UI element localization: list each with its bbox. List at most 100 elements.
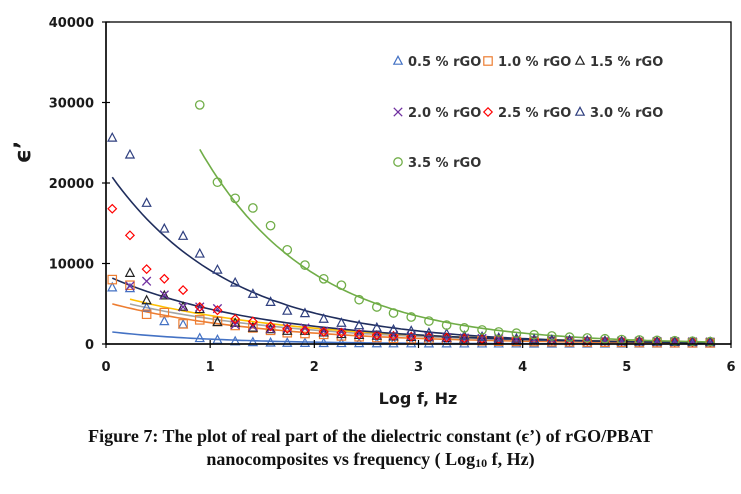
data-point — [564, 335, 575, 346]
data-point — [194, 332, 205, 343]
caption-line-2-end: f, Hz) — [487, 449, 535, 469]
x-tick-label: 3 — [414, 360, 423, 375]
data-point — [230, 313, 241, 325]
y-tick-label: 10000 — [49, 258, 94, 273]
data-point — [529, 329, 539, 340]
trendline-3-5-rgo — [199, 149, 711, 343]
legend-item: 2.0 % rGO — [393, 106, 481, 121]
data-point — [212, 177, 223, 188]
data-point — [582, 333, 593, 343]
data-point — [178, 302, 188, 312]
series-3-5-rgo — [194, 100, 716, 347]
legend-marker-icon — [574, 106, 586, 116]
data-point — [159, 315, 170, 326]
legend-label: 3.0 % rGO — [590, 106, 663, 121]
data-point — [141, 301, 152, 312]
data-point — [599, 335, 611, 346]
data-point — [459, 329, 470, 340]
data-point — [299, 337, 311, 347]
data-point — [371, 330, 382, 341]
data-point — [371, 302, 382, 312]
data-point — [406, 331, 417, 342]
data-point — [159, 307, 170, 318]
data-point — [159, 289, 170, 300]
data-point — [388, 330, 399, 341]
x-tick-label: 1 — [206, 360, 215, 375]
data-point — [564, 332, 575, 343]
data-point — [195, 302, 205, 312]
data-point — [141, 276, 152, 286]
data-point — [265, 324, 276, 334]
data-point — [388, 323, 399, 334]
legend-marker-icon — [482, 106, 494, 118]
legend-label: 0.5 % rGO — [408, 55, 481, 70]
legend-marker-icon — [393, 157, 403, 167]
data-point — [705, 336, 716, 347]
data-point — [616, 335, 627, 346]
data-point — [423, 327, 435, 337]
data-point — [459, 337, 470, 348]
data-point — [318, 273, 329, 284]
data-point — [159, 273, 170, 284]
data-point — [299, 325, 311, 336]
x-tick-label: 5 — [622, 360, 631, 375]
data-point — [212, 316, 223, 327]
plot-frame — [105, 21, 732, 345]
data-point — [124, 230, 136, 241]
x-tick-label: 6 — [726, 360, 735, 375]
legend-item: 1.5 % rGO — [574, 55, 663, 70]
data-point — [282, 244, 293, 255]
caption-subscript: 10 — [475, 456, 488, 470]
data-point — [477, 325, 487, 335]
data-point — [299, 307, 311, 318]
y-tick-label: 20000 — [49, 177, 94, 192]
data-point — [247, 288, 259, 298]
data-point — [230, 193, 241, 204]
data-point — [265, 321, 276, 332]
data-point — [300, 260, 310, 270]
legend-marker-icon — [393, 107, 403, 117]
x-axis-title: Log f, Hz — [379, 389, 458, 408]
data-point — [336, 327, 347, 338]
legend-label: 1.0 % rGO — [498, 55, 571, 70]
data-point — [141, 197, 152, 207]
data-point — [177, 300, 189, 311]
data-point — [178, 285, 189, 296]
data-point — [547, 336, 557, 347]
legend-marker-icon — [483, 56, 493, 66]
data-point — [372, 332, 382, 343]
data-point — [212, 333, 223, 344]
data-point — [582, 337, 593, 347]
data-point — [477, 333, 487, 344]
data-point — [318, 337, 329, 348]
trendline-3-0-rgo — [111, 176, 711, 344]
data-point — [265, 325, 276, 336]
data-point — [141, 294, 152, 305]
data-point — [282, 305, 293, 315]
data-point — [230, 320, 240, 330]
data-point — [282, 337, 293, 347]
data-point — [354, 294, 364, 305]
data-point — [159, 222, 170, 233]
y-axis-title: ϵ’ — [11, 141, 36, 164]
figure-caption: Figure 7: The plot of real part of the d… — [0, 425, 741, 475]
data-point — [194, 100, 205, 110]
data-point — [248, 203, 258, 213]
data-point — [107, 203, 118, 214]
x-tick-label: 0 — [101, 360, 110, 375]
data-point — [476, 331, 488, 341]
data-point — [177, 318, 189, 329]
data-point — [178, 319, 188, 329]
data-point — [265, 220, 276, 231]
data-point — [141, 264, 152, 275]
data-point — [212, 263, 223, 274]
data-point — [388, 333, 399, 344]
data-point — [600, 337, 610, 348]
data-point — [424, 316, 434, 326]
series-2-5-rgo — [107, 203, 716, 348]
data-point — [406, 325, 417, 335]
x-tick-label: 4 — [518, 360, 527, 375]
data-point — [546, 331, 557, 341]
legend-label: 2.5 % rGO — [498, 106, 571, 121]
data-point — [247, 336, 259, 347]
